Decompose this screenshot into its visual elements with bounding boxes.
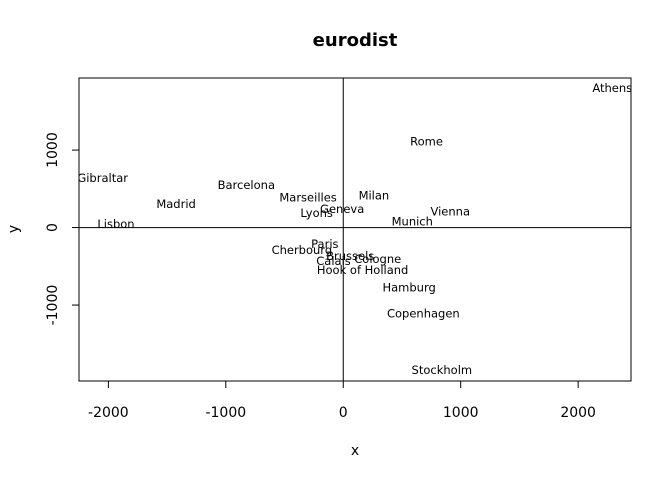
point-label: Barcelona xyxy=(218,178,275,192)
x-tick-label: -2000 xyxy=(88,405,129,421)
point-label: Hamburg xyxy=(382,280,435,294)
point-label: Gibraltar xyxy=(77,171,128,185)
point-label: Cherbourg xyxy=(272,243,333,257)
point-label: Paris xyxy=(311,237,338,251)
point-label: Vienna xyxy=(431,205,471,219)
y-tick-label: 1000 xyxy=(45,132,61,168)
point-label: Lisbon xyxy=(97,217,134,231)
point-label: Athens xyxy=(592,81,632,95)
x-tick-label: 0 xyxy=(339,405,348,421)
y-axis-label: y xyxy=(6,225,22,233)
point-label: Milan xyxy=(359,188,390,202)
point-label: Madrid xyxy=(156,197,196,211)
y-tick-label: 0 xyxy=(45,223,61,232)
x-tick-label: -1000 xyxy=(205,405,246,421)
point-label: Copenhagen xyxy=(387,306,460,320)
chart-title: eurodist xyxy=(313,30,398,51)
y-tick-label: -1000 xyxy=(45,285,61,326)
x-axis-label: x xyxy=(351,443,359,459)
point-label: Brussels xyxy=(326,249,374,263)
point-label: Munich xyxy=(392,214,433,228)
point-label: Marseilles xyxy=(279,190,336,204)
point-label: Lyons xyxy=(300,206,332,220)
axis-ticks: -2000 -1000 0 1000 2000 -1000 0 1000 xyxy=(45,132,596,421)
plot-frame xyxy=(78,77,632,382)
point-label: Hook of Holland xyxy=(317,263,408,277)
point-label: Rome xyxy=(410,135,443,149)
point-label: Cologne xyxy=(354,252,401,266)
x-tick-label: 2000 xyxy=(560,405,596,421)
point-label: Geneva xyxy=(320,202,364,216)
reference-lines xyxy=(79,78,631,381)
point-label: Calais xyxy=(316,254,351,268)
point-label: Stockholm xyxy=(412,363,473,377)
x-tick-label: 1000 xyxy=(443,405,479,421)
